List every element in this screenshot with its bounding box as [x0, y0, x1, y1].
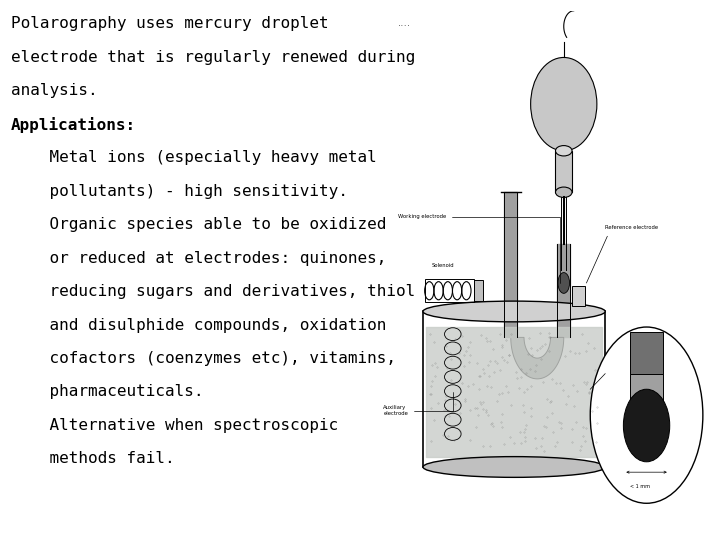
- Ellipse shape: [531, 57, 597, 151]
- Text: Solenoid: Solenoid: [431, 264, 454, 268]
- Text: Reference electrode: Reference electrode: [605, 225, 658, 230]
- Ellipse shape: [423, 457, 605, 477]
- Ellipse shape: [556, 187, 572, 198]
- Text: and disulphide compounds, oxidation: and disulphide compounds, oxidation: [11, 318, 386, 333]
- Text: reducing sugars and derivatives, thiol: reducing sugars and derivatives, thiol: [11, 284, 415, 299]
- Text: cofactors (coenzymes etc), vitamins,: cofactors (coenzymes etc), vitamins,: [11, 351, 396, 366]
- Circle shape: [624, 389, 670, 462]
- Text: ....: ....: [398, 22, 411, 28]
- Bar: [630, 332, 663, 374]
- Text: < 1 mm: < 1 mm: [630, 484, 650, 489]
- Ellipse shape: [423, 301, 605, 322]
- Text: Organic species able to be oxidized: Organic species able to be oxidized: [11, 217, 386, 232]
- Circle shape: [590, 327, 703, 503]
- Text: Polarography uses mercury droplet: Polarography uses mercury droplet: [11, 16, 328, 31]
- Ellipse shape: [556, 146, 572, 156]
- Text: Alternative when spectroscopic: Alternative when spectroscopic: [11, 418, 338, 433]
- Text: or reduced at electrodes: quinones,: or reduced at electrodes: quinones,: [11, 251, 386, 266]
- Bar: [572, 286, 585, 306]
- Text: analysis.: analysis.: [11, 83, 97, 98]
- Text: Metal ions (especially heavy metal: Metal ions (especially heavy metal: [11, 150, 377, 165]
- Bar: [423, 312, 605, 467]
- Polygon shape: [510, 338, 564, 379]
- Text: Working electrode: Working electrode: [398, 214, 560, 283]
- Bar: [630, 374, 663, 405]
- Text: methods fail.: methods fail.: [11, 451, 174, 467]
- Text: Auxiliary
electrode: Auxiliary electrode: [383, 392, 453, 416]
- Bar: [474, 280, 482, 301]
- Text: Applications:: Applications:: [11, 117, 136, 133]
- Text: electrode that is regularly renewed during: electrode that is regularly renewed duri…: [11, 50, 415, 65]
- Bar: [556, 151, 572, 192]
- Text: pollutants) - high sensitivity.: pollutants) - high sensitivity.: [11, 184, 348, 199]
- Ellipse shape: [558, 273, 570, 293]
- Text: pharmaceuticals.: pharmaceuticals.: [11, 384, 203, 400]
- Bar: [425, 279, 474, 302]
